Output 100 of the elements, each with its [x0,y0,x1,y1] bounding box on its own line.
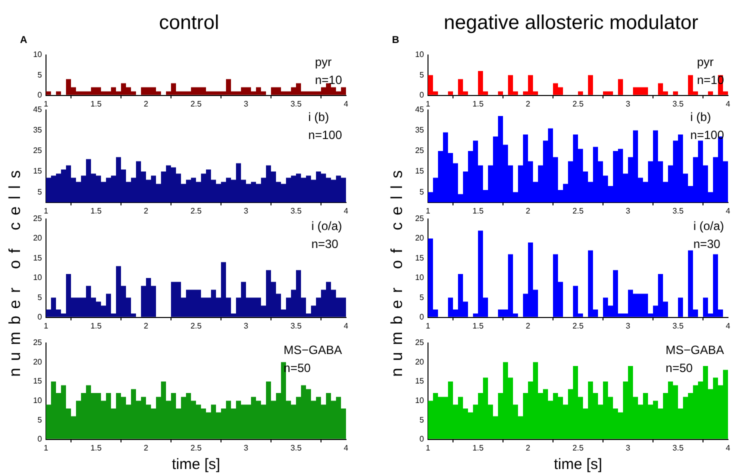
x-tick-label: 4 [726,206,731,216]
annotation: i (b) [308,110,329,124]
x-tick-label: 2 [144,321,149,330]
x-tick-label: 1.5 [90,321,102,330]
y-tick-label: 20 [415,234,425,243]
y-tick-label: 5 [38,415,43,424]
x-tick-label: 3.5 [290,443,302,452]
y-tick-label: 20 [415,357,425,366]
y-axis-title: number of cells [389,163,407,377]
x-axis-title: time [s] [172,456,220,474]
y-tick-label: 5 [38,70,43,80]
x-tick-label: 1 [426,99,431,108]
y-tick-label: 25 [415,338,425,348]
y-tick-label: 25 [33,146,43,156]
x-tick-label: 3.5 [290,99,302,108]
x-tick-label: 2 [144,443,149,452]
y-tick-label: 5 [420,70,425,80]
x-tick-label: 1.5 [472,99,484,108]
x-tick-label: 1.5 [90,99,102,108]
x-tick-label: 3.5 [672,443,684,452]
x-tick-label: 1.5 [472,321,484,330]
x-tick-label: 2.5 [190,206,202,216]
y-tick-label: 10 [33,50,43,60]
y-tick-label: 0 [38,434,43,444]
y-tick-label: 10 [33,273,43,282]
annotation: n=50 [666,361,693,376]
x-tick-label: 2 [526,443,531,452]
x-tick-label: 1 [426,321,431,330]
x-tick-label: 3 [244,321,249,330]
x-tick-label: 2 [526,206,531,216]
x-tick-label: 3 [244,99,249,108]
x-tick-label: 2 [144,206,149,216]
y-axis-title: number of cells [7,163,25,377]
x-tick-label: 4 [344,206,349,216]
y-tick-label: 35 [415,126,425,135]
annotation: n=10 [314,73,342,88]
x-tick-label: 4 [344,99,349,108]
annotation: n=100 [308,128,342,142]
y-tick-label: 5 [420,187,425,196]
x-tick-label: 2.5 [190,443,202,452]
annotation: i (b) [690,110,711,124]
annotation: n=30 [311,237,339,252]
y-tick-label: 0 [420,90,425,100]
annotation: i (o/a) [311,219,342,234]
x-axis-title: time [s] [554,456,602,474]
x-tick-label: 4 [726,321,731,330]
x-tick-label: 1 [44,99,49,108]
x-tick-label: 4 [726,99,731,108]
annotation: n=100 [690,128,724,142]
x-tick-label: 3 [626,443,631,452]
x-tick-label: 4 [344,321,349,330]
x-tick-label: 1 [44,321,49,330]
x-tick-label: 3.5 [672,321,684,330]
x-tick-label: 3.5 [290,321,302,330]
chart-title: negative allosteric modulator [442,12,700,35]
x-tick-label: 2.5 [190,99,202,108]
chart-title: control [158,12,220,35]
annotation: MS−GABA [666,343,724,358]
x-tick-label: 1.5 [472,443,484,452]
y-tick-label: 15 [33,376,43,386]
x-tick-label: 3.5 [672,206,684,216]
y-tick-label: 25 [415,146,425,156]
y-tick-label: 10 [415,273,425,282]
y-tick-label: 5 [38,292,43,302]
y-tick-label: 10 [415,50,425,60]
y-tick-label: 20 [33,234,43,243]
x-tick-label: 3 [626,99,631,108]
x-tick-label: 3.5 [290,206,302,216]
y-tick-label: 0 [420,312,425,322]
y-tick-label: 15 [33,253,43,262]
y-tick-label: 20 [33,357,43,366]
y-tick-label: 5 [420,415,425,424]
x-tick-label: 1 [426,206,431,216]
annotation: pyr [314,55,332,70]
x-tick-label: 2 [144,99,149,108]
x-tick-label: 2 [526,321,531,330]
x-tick-label: 1 [44,443,49,452]
y-tick-label: 0 [38,312,43,322]
x-tick-label: 4 [726,443,731,452]
x-tick-label: 1 [44,206,49,216]
x-tick-label: 1.5 [472,206,484,216]
x-tick-label: 3 [244,206,249,216]
annotation: n=30 [693,237,721,252]
x-tick-label: 3.5 [672,99,684,108]
x-tick-label: 2.5 [572,443,584,452]
annotation: pyr [696,55,714,70]
y-tick-label: 0 [38,90,43,100]
x-tick-label: 3 [626,206,631,216]
x-tick-label: 1.5 [90,443,102,452]
x-tick-label: 3 [626,321,631,330]
y-tick-label: 5 [38,187,43,196]
y-tick-label: 15 [33,166,43,176]
x-tick-label: 4 [344,443,349,452]
y-tick-label: 25 [33,338,43,348]
text: B [392,35,400,46]
y-tick-label: 5 [420,292,425,302]
y-tick-label: 15 [415,253,425,262]
y-tick-label: 0 [420,434,425,444]
y-tick-label: 25 [415,214,425,224]
y-tick-label: 15 [415,376,425,386]
